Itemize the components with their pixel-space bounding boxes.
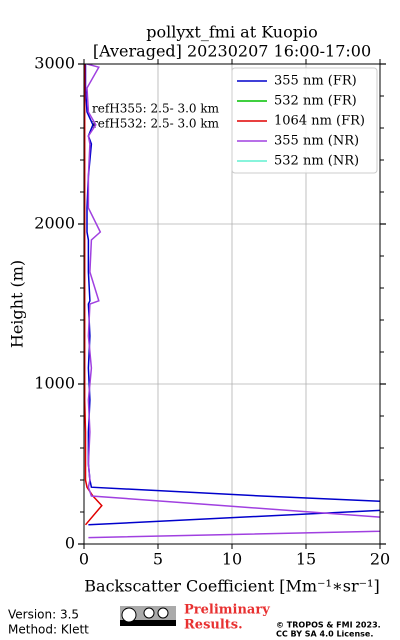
legend-label: 532 nm (FR) xyxy=(274,94,357,109)
legend: 355 nm (FR) 532 nm (FR) 1064 nm (FR) 355 nm… xyxy=(231,67,378,174)
y-tick-label: 3000 xyxy=(34,54,75,73)
y-axis-label: Height (m) xyxy=(8,260,27,348)
x-axis-label: Backscatter Coefficient [Mm⁻¹∗sr⁻¹] xyxy=(84,577,379,596)
plot-frame xyxy=(83,63,381,545)
profile-line xyxy=(86,64,380,539)
copyright: © TROPOS & FMI 2023. xyxy=(276,621,381,630)
notice: Results. xyxy=(184,618,243,633)
copyright: CC BY SA 4.0 License. xyxy=(276,630,373,639)
version: Version: 3.5 xyxy=(8,608,79,622)
legend-label: 355 nm (NR) xyxy=(274,134,359,149)
method: Method: Klett xyxy=(8,623,89,637)
x-tick-label: 5 xyxy=(153,550,163,569)
profile-line xyxy=(84,64,103,526)
x-tick-label: 0 xyxy=(79,550,89,569)
footer: Version: 3.5 Method: Klett Preliminary R… xyxy=(8,603,381,639)
y-tick-label: 2000 xyxy=(34,214,75,233)
x-tick-label: 15 xyxy=(296,550,316,569)
chart-subtitle: [Averaged] 20230207 16:00-17:00 xyxy=(93,42,371,61)
cc-icon xyxy=(121,607,137,623)
x-tick-label: 10 xyxy=(222,550,242,569)
annotation: refH355: 2.5- 3.0 km xyxy=(92,102,220,116)
notice: Preliminary xyxy=(184,603,270,618)
x-tick-label: 20 xyxy=(370,550,390,569)
legend-label: 532 nm (NR) xyxy=(274,154,359,169)
sa-icon xyxy=(157,607,169,619)
cc-logo-band xyxy=(120,620,176,626)
annotation: refH532: 2.5- 3.0 km xyxy=(92,117,220,131)
by-icon xyxy=(143,607,155,619)
legend-box xyxy=(231,67,378,174)
y-tick-label: 0 xyxy=(65,534,75,553)
legend-label: 1064 nm (FR) xyxy=(274,114,365,129)
y-tick-label: 1000 xyxy=(34,374,75,393)
legend-label: 355 nm (FR) xyxy=(274,74,357,89)
plot-lines xyxy=(84,64,380,539)
chart-title: pollyxt_fmi at Kuopio xyxy=(146,23,317,42)
